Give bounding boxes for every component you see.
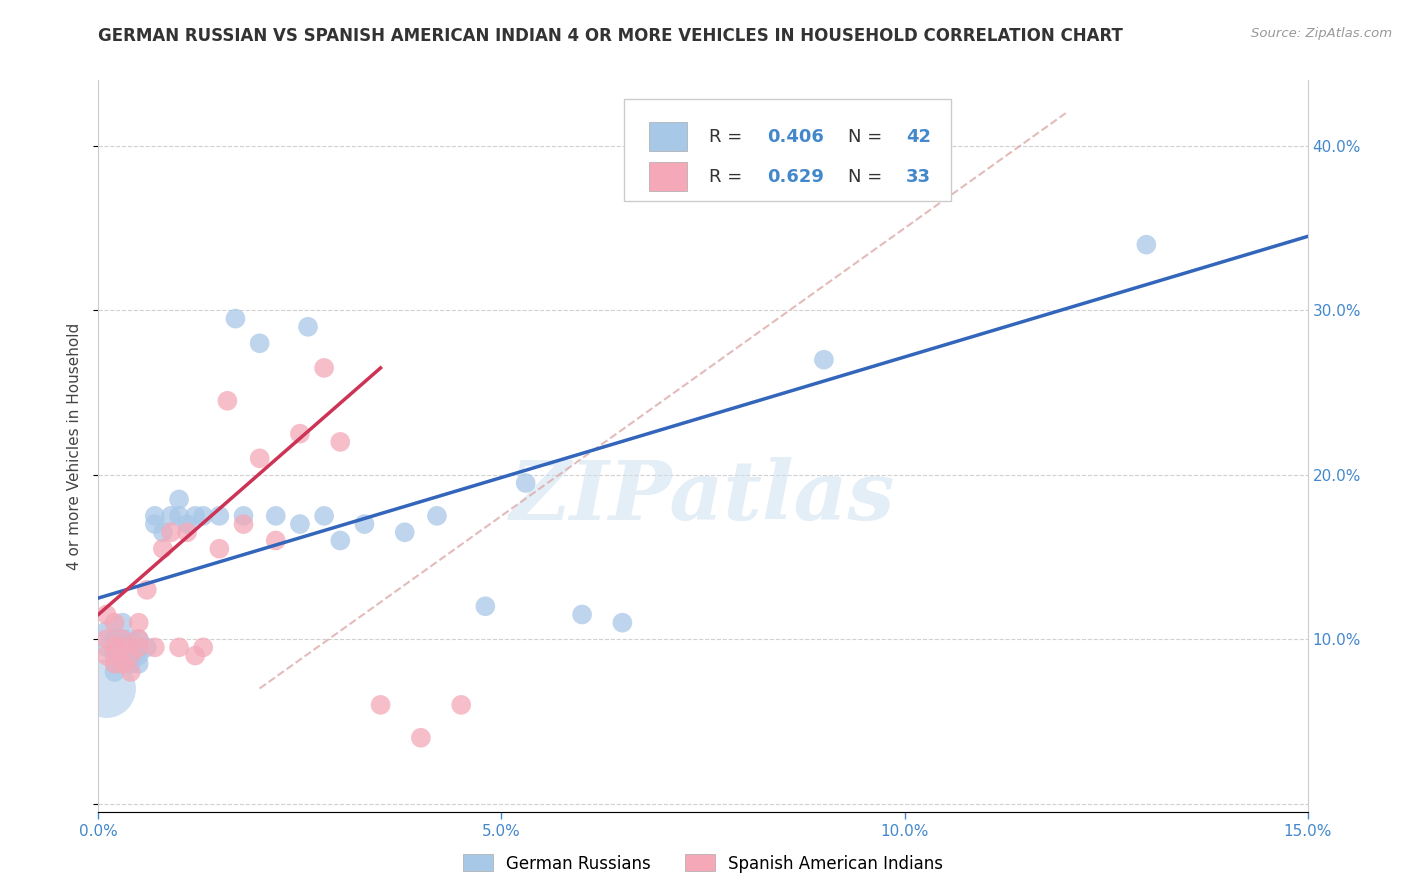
Text: ZIPatlas: ZIPatlas bbox=[510, 458, 896, 537]
Point bbox=[160, 508, 183, 523]
Point bbox=[208, 541, 231, 556]
Point bbox=[128, 615, 150, 630]
Point bbox=[249, 451, 271, 466]
FancyBboxPatch shape bbox=[624, 99, 950, 201]
Point bbox=[152, 525, 174, 540]
Point bbox=[96, 607, 118, 622]
Point bbox=[111, 615, 134, 630]
Point bbox=[103, 615, 125, 630]
Point bbox=[232, 517, 254, 532]
Point bbox=[571, 607, 593, 622]
Legend: German Russians, Spanish American Indians: German Russians, Spanish American Indian… bbox=[457, 847, 949, 880]
Bar bbox=[648, 122, 688, 152]
Text: R =: R = bbox=[709, 168, 748, 186]
Point bbox=[474, 599, 496, 614]
Point bbox=[111, 640, 134, 655]
Point bbox=[111, 632, 134, 647]
Text: 0.629: 0.629 bbox=[768, 168, 824, 186]
Point bbox=[264, 533, 287, 548]
Point bbox=[103, 665, 125, 679]
Point bbox=[184, 648, 207, 663]
Point bbox=[612, 615, 634, 630]
Point bbox=[288, 426, 311, 441]
Point bbox=[394, 525, 416, 540]
Text: R =: R = bbox=[709, 128, 748, 145]
Point bbox=[813, 352, 835, 367]
Point bbox=[1135, 237, 1157, 252]
Point bbox=[193, 508, 215, 523]
Text: 42: 42 bbox=[905, 128, 931, 145]
Point bbox=[353, 517, 375, 532]
Point bbox=[120, 665, 142, 679]
Text: 33: 33 bbox=[905, 168, 931, 186]
Point bbox=[264, 508, 287, 523]
Point bbox=[103, 640, 125, 655]
Point bbox=[450, 698, 472, 712]
Point bbox=[167, 492, 190, 507]
Point bbox=[135, 640, 157, 655]
Point bbox=[111, 657, 134, 671]
Point bbox=[111, 640, 134, 655]
Point bbox=[120, 648, 142, 663]
Point bbox=[111, 632, 134, 647]
Text: Source: ZipAtlas.com: Source: ZipAtlas.com bbox=[1251, 27, 1392, 40]
Point bbox=[208, 508, 231, 523]
Point bbox=[370, 698, 392, 712]
Point bbox=[224, 311, 246, 326]
Point bbox=[409, 731, 432, 745]
Point bbox=[143, 508, 166, 523]
Point bbox=[297, 319, 319, 334]
Point bbox=[96, 681, 118, 696]
Point bbox=[176, 525, 198, 540]
Point bbox=[329, 434, 352, 449]
Point bbox=[96, 632, 118, 647]
Text: GERMAN RUSSIAN VS SPANISH AMERICAN INDIAN 4 OR MORE VEHICLES IN HOUSEHOLD CORREL: GERMAN RUSSIAN VS SPANISH AMERICAN INDIA… bbox=[98, 27, 1123, 45]
Point bbox=[128, 632, 150, 647]
Point bbox=[176, 517, 198, 532]
Point bbox=[128, 632, 150, 647]
Point bbox=[128, 648, 150, 663]
Point bbox=[120, 632, 142, 647]
Point bbox=[426, 508, 449, 523]
Point bbox=[184, 508, 207, 523]
Bar bbox=[648, 162, 688, 192]
Point bbox=[96, 648, 118, 663]
Point bbox=[314, 360, 336, 375]
Point bbox=[103, 657, 125, 671]
Point bbox=[193, 640, 215, 655]
Point bbox=[103, 632, 125, 647]
Text: 0.406: 0.406 bbox=[768, 128, 824, 145]
Point bbox=[128, 640, 150, 655]
Point bbox=[120, 657, 142, 671]
Point bbox=[103, 648, 125, 663]
Point bbox=[167, 508, 190, 523]
Point bbox=[143, 517, 166, 532]
Point bbox=[232, 508, 254, 523]
Point bbox=[167, 640, 190, 655]
Point bbox=[329, 533, 352, 548]
Point bbox=[128, 657, 150, 671]
Point bbox=[515, 475, 537, 490]
Point bbox=[96, 624, 118, 638]
Point bbox=[96, 640, 118, 655]
Point bbox=[217, 393, 239, 408]
Point bbox=[135, 582, 157, 597]
Y-axis label: 4 or more Vehicles in Household: 4 or more Vehicles in Household bbox=[67, 322, 83, 570]
Text: N =: N = bbox=[848, 128, 889, 145]
Point bbox=[249, 336, 271, 351]
Point bbox=[120, 648, 142, 663]
Text: N =: N = bbox=[848, 168, 889, 186]
Point bbox=[160, 525, 183, 540]
Point bbox=[143, 640, 166, 655]
Point bbox=[314, 508, 336, 523]
Point bbox=[152, 541, 174, 556]
Point bbox=[288, 517, 311, 532]
